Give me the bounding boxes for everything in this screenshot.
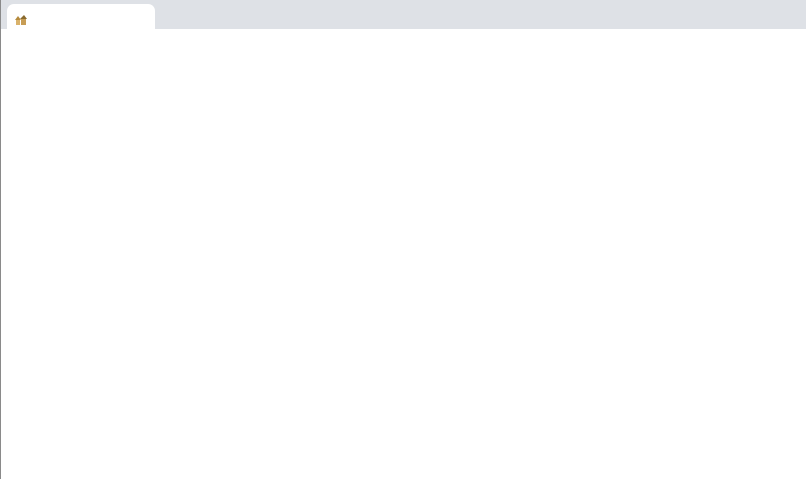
tab-housing-information[interactable] [7, 4, 155, 29]
new-tab-button[interactable] [161, 6, 177, 24]
houses-icon [14, 11, 28, 25]
minimize-spacer [750, 2, 780, 24]
tab-strip [1, 0, 806, 29]
